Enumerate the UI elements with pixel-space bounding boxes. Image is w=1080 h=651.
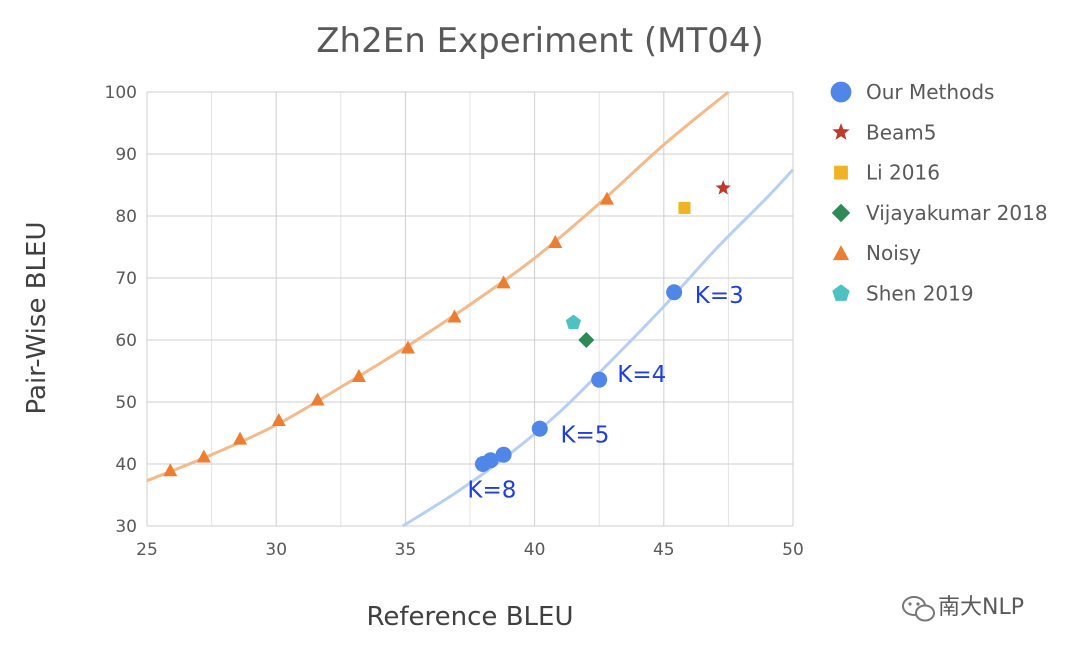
noisy-point — [599, 191, 614, 205]
annotation-label: K=8 — [467, 477, 516, 503]
y-tick-label: 70 — [115, 269, 137, 289]
x-tick-label: 45 — [653, 540, 675, 560]
noisy-point — [400, 340, 415, 354]
noisy-point — [496, 275, 511, 289]
trendline — [402, 168, 795, 528]
noisy-point — [271, 412, 286, 426]
noisy-point — [351, 368, 366, 382]
noisy-point — [163, 463, 178, 477]
noisy-point — [196, 449, 211, 463]
annotation-label: K=4 — [617, 362, 666, 388]
noisy-point — [447, 309, 462, 323]
trendlines — [146, 90, 795, 528]
legend-label-vijayakumar-2018: Vijayakumar 2018 — [866, 201, 1048, 225]
legend-marker-shen-2019 — [832, 284, 850, 301]
y-tick-label: 80 — [115, 207, 137, 227]
legend-label-li-2016: Li 2016 — [866, 161, 940, 185]
x-tick-label: 50 — [782, 540, 804, 560]
noisy-point — [310, 392, 325, 406]
shen-2019-point — [565, 314, 581, 330]
legend-marker-beam5 — [832, 123, 850, 140]
our-methods-point — [666, 284, 683, 301]
noisy-point — [233, 431, 248, 445]
beam5-point — [715, 180, 731, 195]
legend-marker-li-2016 — [834, 165, 848, 180]
our-methods-point — [474, 456, 491, 472]
our-methods-point — [591, 371, 608, 388]
legend-label-our-methods: Our Methods — [866, 80, 994, 104]
data-points — [163, 180, 731, 477]
y-tick-label: 100 — [105, 83, 137, 103]
legend-marker-noisy — [832, 245, 850, 261]
y-tick-label: 90 — [115, 145, 137, 165]
li-2016-point — [678, 201, 691, 214]
our-methods-point — [495, 446, 512, 463]
legend-label-beam5: Beam5 — [866, 120, 937, 144]
annotation-label: K=3 — [695, 283, 744, 309]
x-tick-label: 35 — [395, 540, 417, 560]
x-tick-label: 40 — [524, 540, 546, 560]
trendline — [146, 90, 730, 483]
legend-marker-vijayakumar-2018 — [831, 203, 851, 223]
x-tick-label: 25 — [136, 540, 158, 560]
annotations: K=3 K=4 K=5 K=8 — [467, 283, 743, 504]
grid: 30 40 50 60 70 80 90 100 25 30 35 40 45 50 — [105, 83, 804, 560]
legend-marker-our-methods — [830, 81, 852, 103]
annotation-label: K=5 — [560, 422, 609, 448]
x-axis-title: Reference BLEU — [367, 602, 574, 632]
y-tick-label: 30 — [115, 517, 137, 537]
x-tick-label: 30 — [265, 540, 287, 560]
legend: Our Methods Beam5 Li 2016 Vijayakumar 2018 N… — [830, 80, 1048, 306]
y-tick-label: 50 — [115, 393, 137, 413]
watermark-text: 南大NLP — [938, 595, 1024, 620]
legend-label-shen-2019: Shen 2019 — [866, 282, 974, 306]
y-axis-title: Pair-Wise BLEU — [22, 222, 52, 415]
vijayakumar-2018-point — [578, 332, 595, 348]
y-tick-label: 60 — [115, 331, 137, 351]
watermark: 南大NLP — [902, 595, 1024, 622]
y-tick-label: 40 — [115, 455, 137, 475]
legend-label-noisy: Noisy — [866, 241, 921, 265]
our-methods-point — [531, 420, 548, 437]
chart-title: Zh2En Experiment (MT04) — [316, 21, 763, 61]
wechat-icon — [902, 596, 935, 622]
noisy-point — [548, 235, 563, 249]
